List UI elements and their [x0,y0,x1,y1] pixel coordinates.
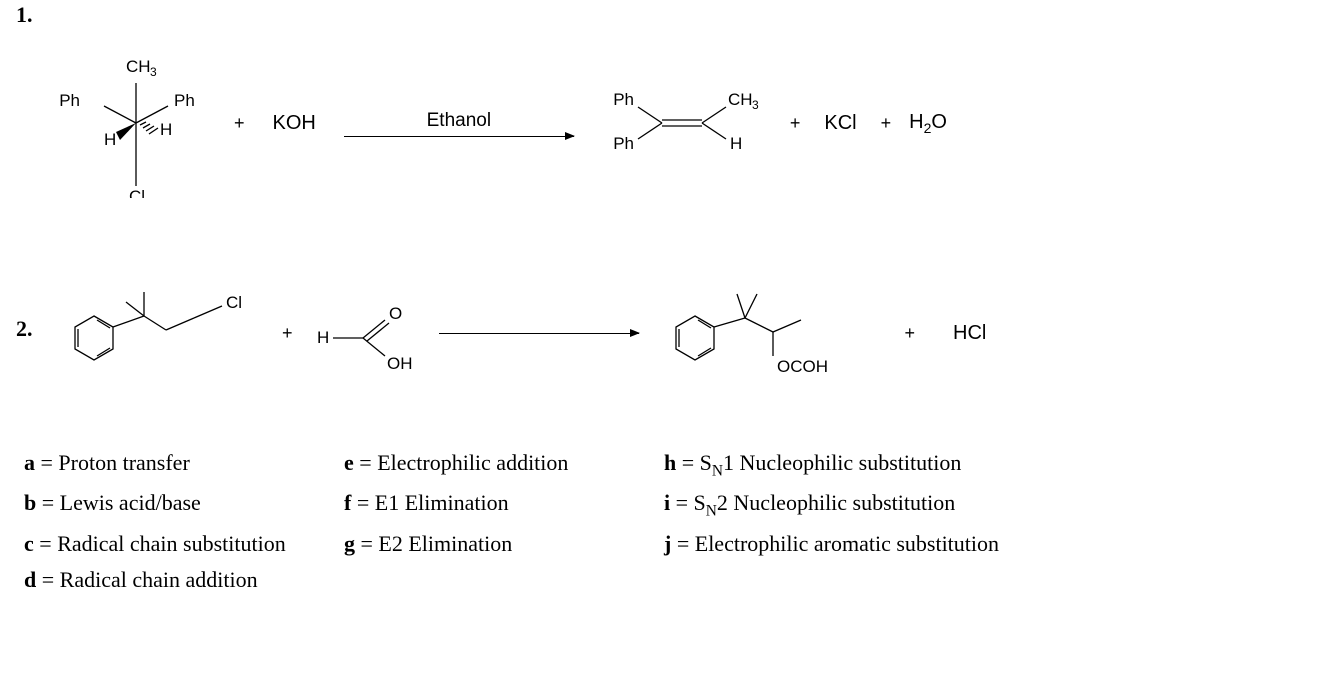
reagent-koh: KOH [273,112,316,135]
legend-a: a = Proton transfer [24,450,344,480]
formic-h: H [317,328,329,347]
formic-oh: OH [387,354,413,373]
label-h-hash: H [160,120,172,139]
legend-b: b = Lewis acid/base [24,490,344,520]
svg-text:CH: CH [728,90,753,109]
label-ph-left: Ph [59,91,80,110]
reaction-1: CH3 Ph Ph H H Cl CH 3 + KOH Ethanol [46,48,947,198]
reaction-1-product-structure: Ph Ph H CH 3 [592,73,772,173]
reaction-2-product-structure: OCOH [657,278,887,388]
plus-icon: + [905,323,916,344]
prod-ocoh: OCOH [777,357,828,376]
plus-icon: + [282,323,293,344]
plus-icon: + [881,113,892,134]
arrow-line-icon [439,333,639,334]
label-cl: Cl [129,187,145,198]
byproduct-hcl: HCl [953,322,986,345]
plus-icon: + [790,113,801,134]
legend-f: f = E1 Elimination [344,490,664,520]
reaction-1-reactant-structure: CH3 Ph Ph H H Cl CH 3 [46,48,216,198]
plus-icon: + [234,113,245,134]
reaction-2: Cl + H O OH [54,278,986,388]
prod-ph-a: Ph [613,90,634,109]
prod-h: H [730,134,742,153]
reaction-1-arrow: Ethanol [344,110,574,137]
svg-text:3: 3 [752,98,759,112]
formic-o: O [389,304,402,323]
svg-text:CH: CH [126,57,151,76]
reaction-2-reactant1-structure: Cl [54,278,264,388]
reaction-2-reactant2-structure: H O OH [311,283,421,383]
mechanism-legend: a = Proton transfer e = Electrophilic ad… [24,450,1064,593]
arrow-line-icon [344,136,574,137]
byproduct-kcl: KCl [824,112,856,135]
legend-g: g = E2 Elimination [344,531,664,557]
svg-text:3: 3 [150,65,157,79]
legend-h: h = SN1 Nucleophilic substitution [664,450,1064,480]
legend-e: e = Electrophilic addition [344,450,664,480]
prod-ph-b: Ph [613,134,634,153]
label-h-wedge: H [104,130,116,149]
legend-c: c = Radical chain substitution [24,531,344,557]
legend-d: d = Radical chain addition [24,567,344,593]
question-1-number: 1. [16,2,33,28]
solvent-label: Ethanol [427,110,491,132]
question-2-number: 2. [16,316,33,342]
reaction-2-arrow [439,333,639,334]
byproduct-h2o: H2O [909,111,947,136]
label-ph-right: Ph [174,91,195,110]
label-cl-2: Cl [226,293,242,312]
legend-j: j = Electrophilic aromatic substitution [664,531,1064,557]
legend-i: i = SN2 Nucleophilic substitution [664,490,1064,520]
